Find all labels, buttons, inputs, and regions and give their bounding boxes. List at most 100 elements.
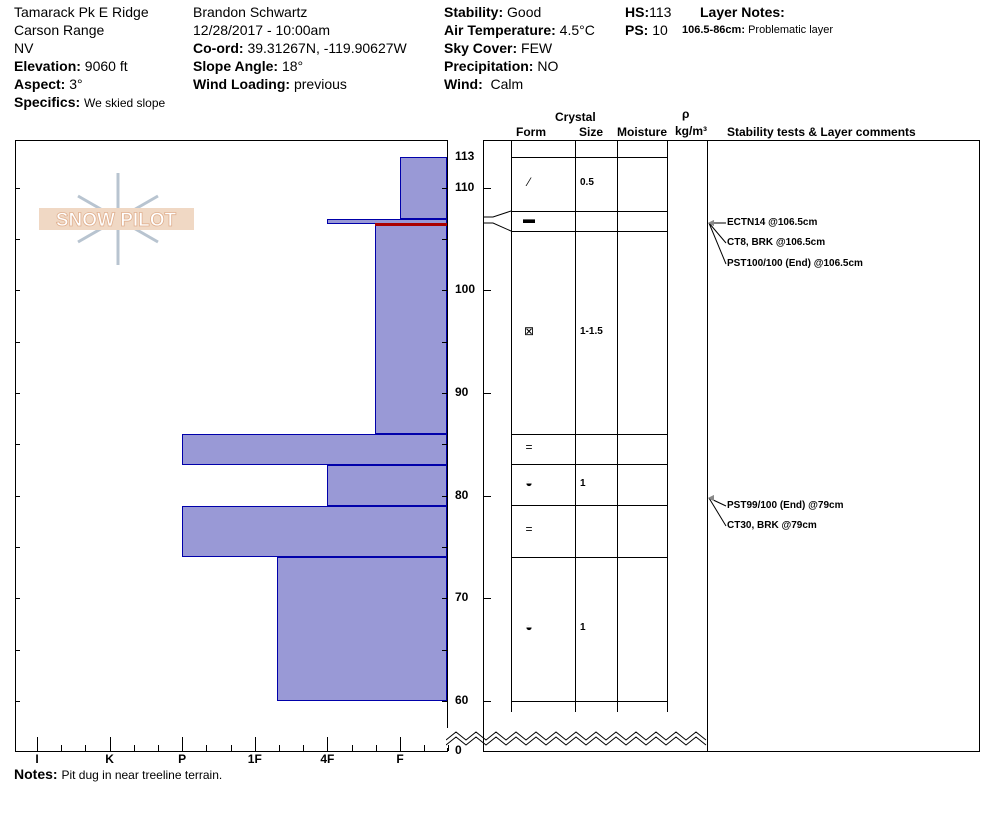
snowpilot-logo: SNOW PILOT	[39, 173, 194, 265]
grain-form-icon: ◒	[525, 475, 533, 490]
depth-tick	[483, 187, 491, 189]
rho-header: ρ	[682, 107, 690, 121]
hardness-tick	[400, 737, 401, 751]
depth-minor-tick	[15, 393, 20, 395]
density-header: kg/m³	[675, 124, 708, 138]
depth-tick	[483, 701, 491, 702]
grain-form-icon: ▬	[523, 212, 535, 226]
hardness-label: 4F	[320, 752, 335, 766]
depth-minor-tick	[15, 239, 20, 241]
depth-label: 0	[455, 743, 462, 757]
depth-minor-tick	[442, 547, 447, 549]
coord: Co-ord: 39.31267N, -119.90627W	[193, 40, 407, 56]
hardness-minor-tick	[61, 745, 63, 751]
layer-bar	[400, 157, 447, 219]
location: Tamarack Pk E Ridge	[14, 4, 149, 20]
hardness-minor-tick	[351, 745, 353, 751]
depth-minor-tick	[442, 444, 447, 446]
hardness-minor-tick	[303, 745, 305, 751]
grain-size: 1	[580, 622, 586, 633]
grain-form-icon: =	[525, 522, 533, 536]
stability-test: PST100/100 (End) @106.5cm	[727, 258, 863, 269]
observer: Brandon Schwartz	[193, 4, 308, 20]
hardness-label: I	[35, 752, 39, 766]
depth-minor-tick	[442, 393, 447, 395]
layer-note: 106.5-86cm: Problematic layer	[682, 24, 834, 36]
grid-column	[511, 140, 512, 712]
layer-notes-label: Layer Notes:	[700, 4, 785, 20]
precipitation: Precipitation: NO	[444, 58, 559, 74]
hardness-label: P	[178, 752, 187, 766]
depth-label: 60	[455, 693, 469, 707]
layer-connector	[483, 210, 512, 232]
hardness-minor-tick	[206, 745, 208, 751]
grid-row-line	[511, 701, 667, 702]
grid-row-line	[511, 231, 667, 232]
notes: Notes: Pit dug in near treeline terrain.	[14, 766, 223, 782]
depth-minor-tick	[442, 187, 447, 189]
hardness-minor-tick	[448, 745, 450, 751]
hardness-minor-tick	[133, 745, 135, 751]
hardness-profile-chart	[15, 140, 448, 752]
hardness-tick	[254, 737, 256, 751]
elevation: Elevation: 9060 ft	[14, 58, 128, 74]
moisture-header: Moisture	[617, 125, 668, 139]
range: Carson Range	[14, 22, 105, 38]
hardness-minor-tick	[230, 745, 232, 751]
depth-tick	[483, 495, 491, 497]
hardness-label: K	[105, 752, 114, 766]
hardness-tick	[327, 737, 329, 751]
datetime: 12/28/2017 - 10:00am	[193, 22, 330, 38]
critical-layer-line	[374, 222, 447, 226]
grid-column	[617, 140, 618, 712]
depth-minor-tick	[15, 598, 20, 600]
depth-minor-tick	[15, 444, 20, 446]
depth-minor-tick	[15, 341, 20, 343]
depth-label: 80	[455, 487, 469, 502]
depth-tick	[483, 393, 491, 395]
depth-label: 100	[455, 282, 476, 297]
hardness-tick	[109, 737, 111, 751]
comments-box	[707, 140, 980, 752]
depth-minor-tick	[442, 598, 447, 600]
comments-header: Stability tests & Layer comments	[727, 125, 916, 139]
grain-size: 1	[580, 477, 586, 489]
test-arrows	[708, 220, 727, 527]
layer-bar	[276, 557, 447, 701]
depth-minor-tick	[442, 495, 447, 497]
sky-cover: Sky Cover: FEW	[444, 40, 553, 56]
size-header: Size	[579, 125, 604, 139]
grain-form-icon: ⊠	[523, 323, 535, 338]
grid-row-line	[511, 505, 667, 506]
depth-minor-tick	[442, 701, 447, 702]
layer-bar	[182, 434, 447, 465]
depth-minor-tick	[15, 290, 20, 292]
hardness-tick	[37, 737, 38, 751]
layer-bar	[182, 505, 447, 558]
depth-label: 70	[455, 590, 469, 605]
hardness-minor-tick	[424, 745, 426, 751]
depth-label: 90	[455, 385, 469, 400]
depth-minor-tick	[15, 701, 20, 702]
grain-form-icon: =	[525, 440, 533, 454]
depth-break-zigzag	[446, 728, 707, 748]
slope-angle: Slope Angle: 18°	[193, 58, 304, 74]
aspect: Aspect: 3°	[14, 76, 83, 92]
wind: Wind: Calm	[444, 76, 524, 92]
depth-tick	[483, 290, 491, 292]
ps: PS: 10	[625, 22, 668, 38]
wind-loading: Wind Loading: previous	[193, 76, 347, 92]
layer-bar	[374, 223, 447, 435]
svg-text:SNOW PILOT: SNOW PILOT	[56, 210, 177, 231]
hardness-label: F	[396, 752, 404, 766]
state: NV	[14, 40, 34, 56]
hs: HS:113	[625, 4, 672, 20]
stability-test: CT30, BRK @79cm	[727, 520, 817, 531]
depth-minor-tick	[15, 187, 20, 189]
grid-column	[667, 140, 668, 712]
grain-form-icon: ◒	[525, 620, 533, 634]
specifics: Specifics: We skied slope	[14, 94, 166, 110]
depth-minor-tick	[442, 341, 447, 343]
hardness-label: 1F	[247, 752, 262, 766]
